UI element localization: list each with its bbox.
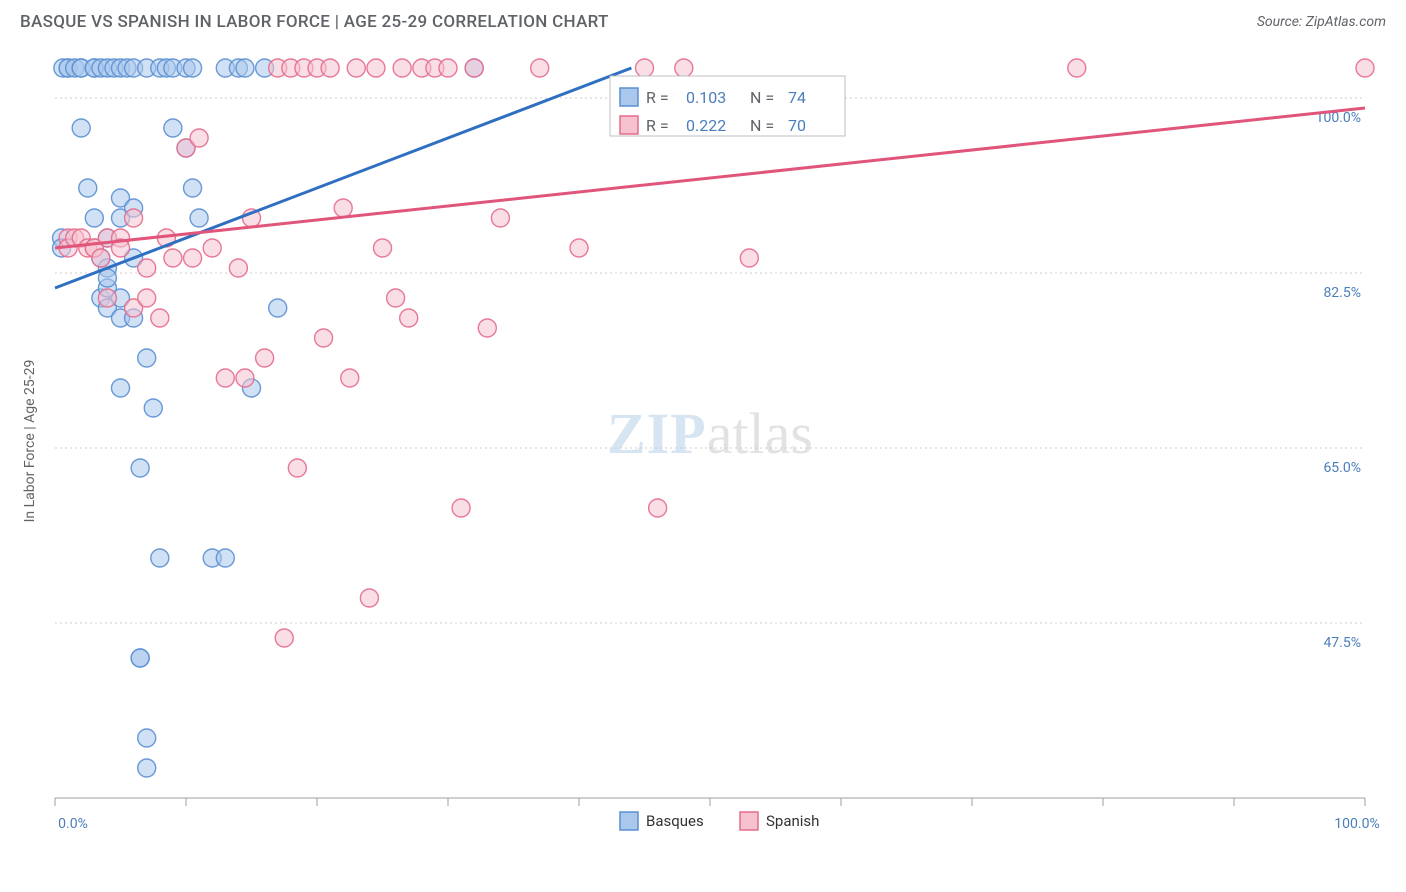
chart-title: BASQUE VS SPANISH IN LABOR FORCE | AGE 2… xyxy=(20,12,609,32)
scatter-point xyxy=(151,549,169,567)
scatter-point xyxy=(184,59,202,77)
scatter-point xyxy=(675,59,693,77)
y-tick-label: 65.0% xyxy=(1323,460,1361,476)
x-tick-label: 100.0% xyxy=(1334,816,1379,832)
scatter-point xyxy=(184,249,202,267)
scatter-point xyxy=(229,259,247,277)
y-tick-label: 47.5% xyxy=(1323,635,1361,651)
trend-line xyxy=(55,68,631,288)
scatter-point xyxy=(216,369,234,387)
legend-r-value: 0.222 xyxy=(686,116,726,135)
scatter-point xyxy=(256,349,274,367)
scatter-point xyxy=(387,289,405,307)
scatter-point xyxy=(164,249,182,267)
scatter-point xyxy=(138,759,156,777)
scatter-point xyxy=(72,119,90,137)
legend-swatch xyxy=(620,812,638,830)
scatter-point xyxy=(131,459,149,477)
legend-swatch xyxy=(620,116,638,134)
scatter-point xyxy=(288,459,306,477)
scatter-point xyxy=(321,59,339,77)
scatter-point xyxy=(138,729,156,747)
scatter-point xyxy=(400,309,418,327)
scatter-point xyxy=(112,379,130,397)
scatter-point xyxy=(636,59,654,77)
scatter-point xyxy=(374,239,392,257)
legend-r-label: R = xyxy=(646,116,669,135)
scatter-point xyxy=(236,369,254,387)
scatter-point xyxy=(144,399,162,417)
plot-area: 47.5%65.0%82.5%100.0%0.0%100.0%ZIPatlasR… xyxy=(50,58,1380,833)
legend-series-label: Basques xyxy=(646,812,704,830)
x-tick-label: 0.0% xyxy=(58,816,88,832)
legend-n-value: 74 xyxy=(788,88,806,107)
scatter-point xyxy=(151,309,169,327)
scatter-point xyxy=(315,329,333,347)
scatter-point xyxy=(269,299,287,317)
scatter-point xyxy=(203,239,221,257)
legend-n-label: N = xyxy=(750,116,774,135)
scatter-point xyxy=(164,119,182,137)
chart-source: Source: ZipAtlas.com xyxy=(1257,14,1386,30)
scatter-point xyxy=(98,289,116,307)
scatter-point xyxy=(92,249,110,267)
scatter-point xyxy=(1068,59,1086,77)
legend-r-value: 0.103 xyxy=(686,88,726,107)
scatter-point xyxy=(491,209,509,227)
legend-series-label: Spanish xyxy=(766,812,819,830)
chart-container: In Labor Force | Age 25-29 47.5%65.0%82.… xyxy=(40,48,1390,833)
scatter-point xyxy=(138,349,156,367)
scatter-point xyxy=(740,249,758,267)
scatter-point xyxy=(184,179,202,197)
legend-r-label: R = xyxy=(646,88,669,107)
legend-swatch xyxy=(740,812,758,830)
scatter-point xyxy=(360,589,378,607)
y-tick-label: 82.5% xyxy=(1323,285,1361,301)
scatter-point xyxy=(1356,59,1374,77)
scatter-point xyxy=(190,209,208,227)
scatter-point xyxy=(125,209,143,227)
scatter-point xyxy=(439,59,457,77)
scatter-point xyxy=(570,239,588,257)
scatter-point xyxy=(216,549,234,567)
scatter-point xyxy=(138,259,156,277)
scatter-point xyxy=(531,59,549,77)
scatter-point xyxy=(190,129,208,147)
legend-n-value: 70 xyxy=(788,116,806,135)
scatter-point xyxy=(465,59,483,77)
scatter-point xyxy=(393,59,411,77)
legend-swatch xyxy=(620,88,638,106)
chart-header: BASQUE VS SPANISH IN LABOR FORCE | AGE 2… xyxy=(0,0,1406,40)
scatter-point xyxy=(79,179,97,197)
scatter-point xyxy=(341,369,359,387)
watermark: ZIPatlas xyxy=(607,401,813,466)
scatter-point xyxy=(367,59,385,77)
scatter-point xyxy=(649,499,667,517)
scatter-point xyxy=(275,629,293,647)
y-axis-label: In Labor Force | Age 25-29 xyxy=(22,359,38,522)
scatter-point xyxy=(478,319,496,337)
scatter-point xyxy=(85,209,103,227)
scatter-point xyxy=(138,289,156,307)
scatter-point xyxy=(334,199,352,217)
scatter-point xyxy=(347,59,365,77)
legend-n-label: N = xyxy=(750,88,774,107)
scatter-point xyxy=(452,499,470,517)
scatter-chart: 47.5%65.0%82.5%100.0%0.0%100.0%ZIPatlasR… xyxy=(50,58,1380,833)
scatter-point xyxy=(236,59,254,77)
scatter-point xyxy=(131,649,149,667)
